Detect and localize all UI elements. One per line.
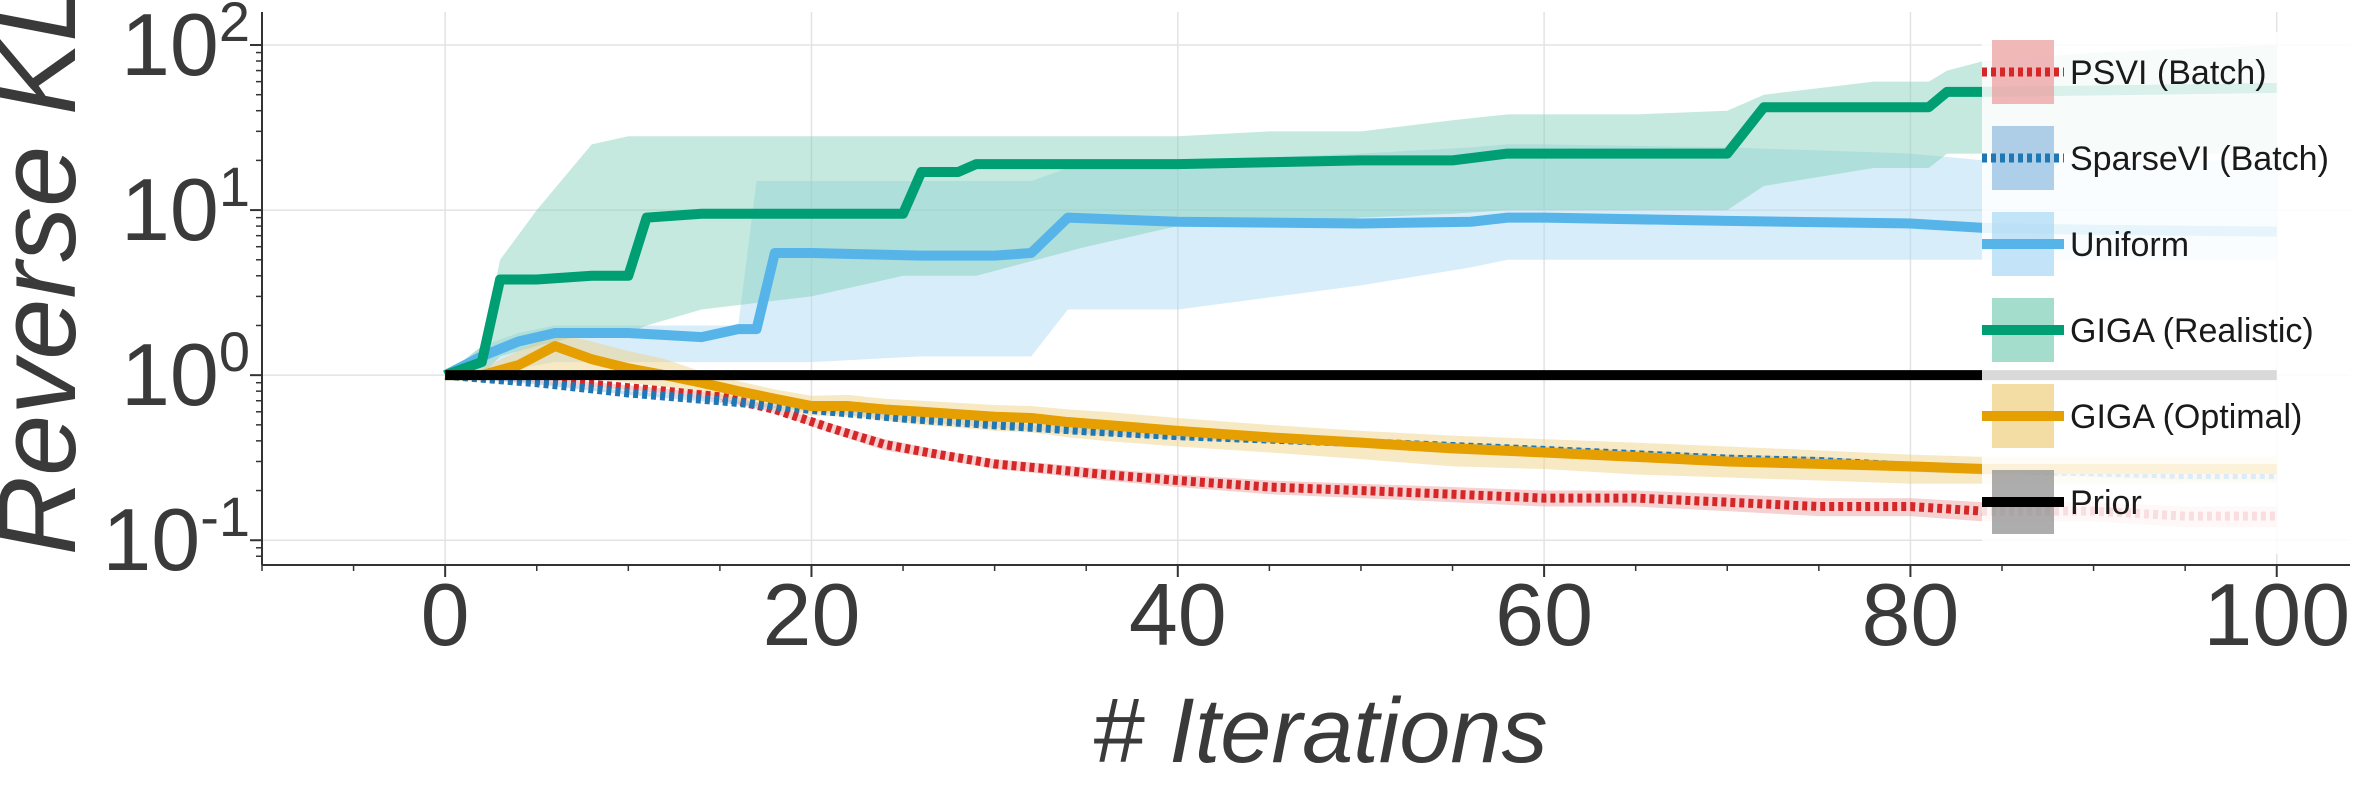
legend-box: [1982, 32, 2350, 554]
legend: PSVI (Batch) SparseVI (Batch) Uniform GIGA …: [1982, 32, 2350, 554]
x-tick-label: 0: [421, 565, 470, 664]
legend-label: SparseVI (Batch): [2070, 140, 2329, 178]
series-lines: [442, 82, 2277, 521]
x-tick-label: 20: [763, 565, 861, 664]
x-tick-label: 60: [1495, 565, 1593, 664]
legend-label: GIGA (Realistic): [2070, 312, 2314, 350]
x-axis-title: # Iterations: [1092, 680, 1547, 782]
y-tick-label: 10-1: [102, 485, 250, 589]
series-line: [442, 212, 2277, 380]
axes: [250, 12, 2350, 577]
x-tick-label: 40: [1129, 565, 1227, 664]
legend-label: GIGA (Optimal): [2070, 398, 2302, 436]
series-line: [445, 341, 2277, 475]
series-line: [444, 370, 2277, 521]
x-tick-label: 80: [1861, 565, 1959, 664]
series-line: [443, 82, 2277, 380]
tick-labels: 0 20 40 60 80 100 102 101 100 10-1: [102, 0, 2350, 664]
legend-label: PSVI (Batch): [2070, 54, 2267, 92]
x-tick-label: 100: [2203, 565, 2350, 664]
y-tick-label: 102: [121, 0, 250, 94]
y-tick-label: 100: [121, 320, 250, 424]
confidence-band: [445, 45, 2277, 376]
legend-label: Prior: [2070, 484, 2142, 522]
y-tick-label: 101: [121, 155, 250, 259]
legend-label: Uniform: [2070, 226, 2189, 264]
y-axis-title: Reverse KL: [0, 0, 99, 555]
